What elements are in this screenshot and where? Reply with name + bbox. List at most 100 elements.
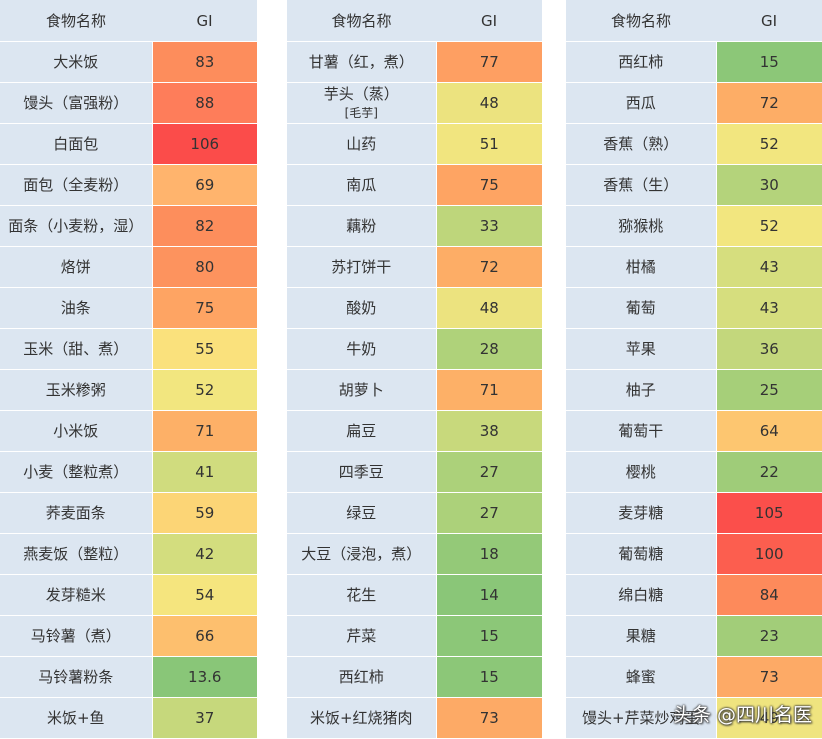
food-name-cell: 小麦（整粒煮） <box>0 451 153 493</box>
table-row: 西红柿 15 <box>287 656 542 698</box>
table-row: 樱桃 22 <box>566 451 822 493</box>
table-row: 苏打饼干 72 <box>287 246 542 288</box>
food-name-cell: 胡萝卜 <box>287 369 437 411</box>
food-name-cell: 酸奶 <box>287 287 437 329</box>
food-name: 燕麦饭（整粒） <box>23 544 129 563</box>
table-row: 柚子 25 <box>566 369 822 411</box>
food-name-cell: 荞麦面条 <box>0 492 153 534</box>
food-name: 小麦（整粒煮） <box>23 462 129 481</box>
table-row: 面包（全麦粉） 69 <box>0 164 257 206</box>
header-food-name: 食物名称 <box>287 0 436 42</box>
gi-value: 28 <box>436 328 542 370</box>
table-row: 山药 51 <box>287 123 542 165</box>
gi-value: 84 <box>716 574 822 616</box>
food-name: 蜂蜜 <box>625 667 656 686</box>
table-row: 酸奶 48 <box>287 287 542 329</box>
food-name: 甘薯（红，煮） <box>308 52 414 71</box>
gi-value: 82 <box>152 205 257 247</box>
food-name: 柑橘 <box>625 257 656 276</box>
gi-value: 23 <box>716 615 822 657</box>
food-name-cell: 芹菜 <box>287 615 437 657</box>
food-name: 西瓜 <box>625 93 656 112</box>
table-row: 香蕉（生） 30 <box>566 164 822 206</box>
table-row: 牛奶 28 <box>287 328 542 370</box>
food-name-cell: 绿豆 <box>287 492 437 534</box>
food-name: 四季豆 <box>338 462 384 481</box>
table-row: 西瓜 72 <box>566 82 822 124</box>
table-row: 胡萝卜 71 <box>287 369 542 411</box>
table-row: 玉米糁粥 52 <box>0 369 257 411</box>
food-name: 玉米（甜、煮） <box>23 339 129 358</box>
gi-value: 27 <box>436 492 542 534</box>
gi-value: 15 <box>716 41 822 83</box>
header-row: 食物名称 GI <box>0 0 257 42</box>
table-row: 玉米（甜、煮） 55 <box>0 328 257 370</box>
table-row: 葡萄糖 100 <box>566 533 822 575</box>
gi-table-1: 食物名称 GI 大米饭 83 馒头（富强粉） 88 白面包 106 面包（全麦粉） 69 面条（… <box>0 0 257 739</box>
food-name: 米饭+鱼 <box>46 708 105 727</box>
table-row: 马铃薯（煮） 66 <box>0 615 257 657</box>
table-row: 葡萄 43 <box>566 287 822 329</box>
food-name-cell: 苏打饼干 <box>287 246 437 288</box>
food-name: 西红柿 <box>618 52 664 71</box>
gi-value: 55 <box>152 328 257 370</box>
food-name-cell: 大豆（浸泡，煮） <box>287 533 437 575</box>
food-name: 荞麦面条 <box>45 503 106 522</box>
gi-value: 43 <box>716 246 822 288</box>
table-row: 猕猴桃 52 <box>566 205 822 247</box>
gi-value: 38 <box>436 410 542 452</box>
food-name-cell: 山药 <box>287 123 437 165</box>
food-name: 牛奶 <box>346 339 377 358</box>
food-name-cell: 南瓜 <box>287 164 437 206</box>
gi-value: 37 <box>152 697 257 739</box>
food-name-cell: 香蕉（熟） <box>566 123 717 165</box>
table-row: 面条（小麦粉，湿） 82 <box>0 205 257 247</box>
gi-value: 43 <box>716 287 822 329</box>
food-name: 猕猴桃 <box>618 216 664 235</box>
food-name-cell: 四季豆 <box>287 451 437 493</box>
food-name-cell: 扁豆 <box>287 410 437 452</box>
food-name: 白面包 <box>53 134 99 153</box>
food-name: 烙饼 <box>60 257 91 276</box>
gi-value: 27 <box>436 451 542 493</box>
table-row: 米饭+红烧猪肉 73 <box>287 697 542 739</box>
food-name-cell: 烙饼 <box>0 246 153 288</box>
food-name: 葡萄 <box>625 298 656 317</box>
gi-value: 73 <box>716 656 822 698</box>
food-name-cell: 小米饭 <box>0 410 153 452</box>
gi-value: 66 <box>152 615 257 657</box>
gi-value: 83 <box>152 41 257 83</box>
food-name-cell: 柚子 <box>566 369 717 411</box>
table-row: 葡萄干 64 <box>566 410 822 452</box>
gi-value: 18 <box>436 533 542 575</box>
food-name-cell: 西红柿 <box>566 41 717 83</box>
food-name-cell: 大米饭 <box>0 41 153 83</box>
food-name: 芋头（蒸） <box>323 84 399 103</box>
food-name: 胡萝卜 <box>338 380 384 399</box>
food-name: 大豆（浸泡，煮） <box>301 544 422 563</box>
food-name: 山药 <box>346 134 377 153</box>
table-row: 麦芽糖 105 <box>566 492 822 534</box>
food-name-cell: 香蕉（生） <box>566 164 717 206</box>
food-name: 苹果 <box>625 339 656 358</box>
gi-value: 25 <box>716 369 822 411</box>
food-name-cell: 馒头（富强粉） <box>0 82 153 124</box>
food-name: 马铃薯（煮） <box>30 626 121 645</box>
gi-value: 64 <box>716 410 822 452</box>
header-gi: GI <box>436 0 542 42</box>
watermark: 头条 @四川名医 <box>672 704 812 726</box>
column-divider <box>257 0 287 739</box>
gi-value: 30 <box>716 164 822 206</box>
table-row: 小麦（整粒煮） 41 <box>0 451 257 493</box>
table-row: 发芽糙米 54 <box>0 574 257 616</box>
table-row: 西红柿 15 <box>566 41 822 83</box>
table-row: 馒头（富强粉） 88 <box>0 82 257 124</box>
food-name-cell: 馒头+芹菜炒鸡蛋 <box>566 697 717 739</box>
food-name: 绵白糖 <box>618 585 664 604</box>
table-row: 米饭+鱼 37 <box>0 697 257 739</box>
food-name-alias: [毛芋] <box>344 105 378 120</box>
food-name: 扁豆 <box>346 421 377 440</box>
food-name-cell: 绵白糖 <box>566 574 717 616</box>
table-row: 扁豆 38 <box>287 410 542 452</box>
food-name-cell: 玉米（甜、煮） <box>0 328 153 370</box>
